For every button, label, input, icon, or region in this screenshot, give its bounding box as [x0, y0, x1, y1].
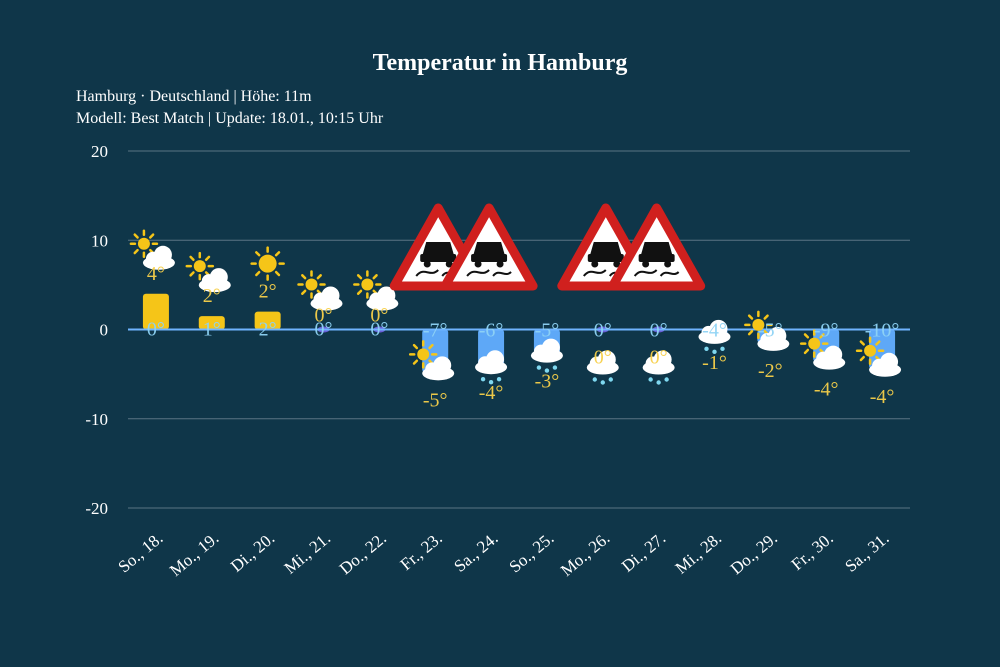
min-temperature-label: 2°: [259, 319, 277, 341]
max-temperature-label: -10°: [865, 320, 900, 342]
min-temperature-label: -3°: [535, 371, 560, 393]
y-tick-label: 10: [91, 231, 108, 250]
sun-cloud-icon: [353, 270, 399, 311]
sun-cloud-icon: [799, 329, 846, 370]
ice-warning-icon: [608, 203, 706, 291]
min-temperature-label: -1°: [702, 352, 727, 374]
sun-cloud-icon: [185, 251, 231, 293]
min-temperature-label: 0°: [315, 319, 333, 341]
snow-cloud-icon: [642, 350, 675, 385]
x-tick-label: Di., 20.: [227, 529, 278, 576]
x-tick-label: Mi., 28.: [672, 529, 725, 578]
max-temperature-label: -5°: [535, 320, 560, 342]
y-tick-label: -20: [85, 499, 108, 518]
max-temperature-label: 4°: [147, 263, 165, 285]
snow-cloud-icon: [698, 319, 731, 355]
snow-cloud-icon: [530, 338, 563, 373]
sun-cloud-icon: [855, 336, 902, 377]
x-tick-label: Di., 27.: [618, 529, 669, 576]
max-temperature-label: 2°: [259, 281, 277, 303]
min-temperature-label: -4°: [870, 386, 895, 408]
temperature-bar: [198, 316, 225, 330]
sun-cloud-icon: [297, 270, 343, 311]
x-tick-label: Do., 22.: [336, 529, 390, 579]
max-temperature-label: -6°: [479, 320, 504, 342]
max-temperature-label: -4°: [702, 320, 727, 342]
max-temperature-label: -9°: [814, 320, 839, 342]
x-tick-label: Fr., 30.: [788, 529, 837, 575]
max-temperature-label: -7°: [423, 320, 448, 342]
sun-cloud-icon: [744, 310, 790, 351]
chart-subtitle-location: Hamburg · Deutschland | Höhe: 11m: [76, 88, 312, 105]
min-temperature-label: 0°: [594, 347, 612, 369]
min-temperature-label: 1°: [203, 319, 221, 341]
chart-title: Temperatur in Hamburg: [372, 50, 628, 76]
max-temperature-label: 2°: [203, 285, 221, 307]
x-tick-label: Mi., 21.: [281, 529, 334, 578]
y-tick-label: -10: [85, 410, 108, 429]
snow-cloud-icon: [475, 350, 508, 385]
max-temperature-label: 0°: [315, 305, 333, 327]
x-tick-label: Sa., 31.: [841, 529, 892, 576]
sun-icon: [250, 246, 285, 281]
temperature-bar: [254, 311, 281, 330]
x-tick-label: Sa., 24.: [450, 529, 501, 576]
ice-warning-icon: [440, 203, 538, 291]
max-temperature-label: -5°: [758, 320, 783, 342]
max-temperature-label: 0°: [594, 320, 612, 342]
min-temperature-label: -4°: [479, 382, 504, 404]
sun-cloud-icon: [129, 229, 175, 270]
y-tick-label: 0: [100, 321, 109, 340]
min-temperature-label: -5°: [423, 389, 448, 411]
chart-subtitle-model: Modell: Best Match | Update: 18.01., 10:…: [76, 110, 384, 127]
x-tick-label: Mo., 26.: [557, 529, 613, 581]
max-temperature-label: 0°: [370, 305, 388, 327]
min-temperature-label: -4°: [814, 379, 839, 401]
snow-cloud-icon: [586, 350, 619, 385]
x-tick-label: So., 18.: [114, 529, 166, 577]
temperature-bar: [142, 293, 169, 330]
x-tick-label: So., 25.: [505, 529, 557, 577]
min-temperature-label: 0°: [147, 319, 165, 341]
min-temperature-label: 0°: [650, 347, 668, 369]
sun-cloud-icon: [408, 340, 455, 381]
x-tick-label: Fr., 23.: [397, 529, 446, 575]
max-temperature-label: 0°: [650, 320, 668, 342]
min-temperature-label: 0°: [370, 319, 388, 341]
min-temperature-label: -2°: [758, 360, 783, 382]
x-tick-label: Mo., 19.: [166, 529, 222, 581]
y-tick-label: 20: [91, 142, 108, 161]
x-tick-label: Do., 29.: [727, 529, 781, 579]
